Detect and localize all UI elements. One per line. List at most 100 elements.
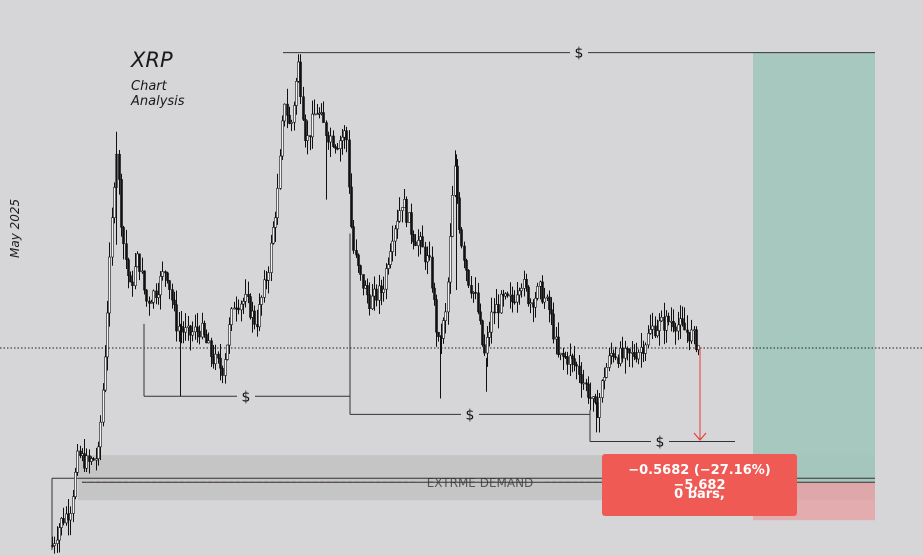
candle-body-48 <box>161 271 164 277</box>
target-zone <box>753 52 875 483</box>
candle-body-253 <box>633 352 636 357</box>
candle-body-178 <box>460 229 463 247</box>
candle-body-98 <box>276 188 279 218</box>
measure-change-label: −0.5682 (−27.16%) −5,682 <box>628 463 771 493</box>
candle-body-57 <box>182 328 185 333</box>
candle-body-270 <box>672 321 675 328</box>
candle-body-167 <box>435 299 438 333</box>
candle-body-2 <box>56 539 59 544</box>
candle-body-158 <box>414 241 417 246</box>
candle-body-182 <box>470 285 473 294</box>
candle-body-10 <box>74 471 77 497</box>
candle-body-118 <box>322 112 325 123</box>
candle-body-87 <box>251 310 254 318</box>
candle-body-25 <box>108 256 111 314</box>
candle-body-261 <box>651 325 654 330</box>
candle-body-103 <box>288 114 291 124</box>
candle-body-22 <box>102 389 105 423</box>
candle-body-19 <box>95 458 98 461</box>
candle-body-230 <box>580 374 583 384</box>
candle-body-49 <box>164 271 167 274</box>
candle-body-71 <box>214 353 217 365</box>
candle-body-138 <box>368 294 371 309</box>
candle-body-113 <box>311 113 314 138</box>
candle-body-210 <box>534 297 537 308</box>
candle-body-67 <box>205 334 208 344</box>
candle-body-265 <box>660 316 663 322</box>
measure-bars-label: 0 bars, <box>674 487 725 502</box>
candle-body-42 <box>148 300 151 304</box>
measure-arrow-head <box>693 432 707 441</box>
candle-body-218 <box>552 313 555 340</box>
candle-body-260 <box>649 329 652 334</box>
candle-body-152 <box>401 207 404 211</box>
candle-body-102 <box>286 103 289 116</box>
candle-body-114 <box>313 113 316 116</box>
candle-body-202 <box>516 294 519 303</box>
candle-body-47 <box>159 276 162 296</box>
candle-body-74 <box>221 367 224 376</box>
candle-body-24 <box>106 312 109 358</box>
candle-body-275 <box>683 322 686 331</box>
candle-body-108 <box>299 61 302 97</box>
candle-body-173 <box>449 236 452 283</box>
candle-body-35 <box>131 281 134 286</box>
candle-body-281 <box>697 345 700 351</box>
candle-body-39 <box>141 270 144 273</box>
candle-body-198 <box>506 293 509 297</box>
candle-body-276 <box>686 329 689 333</box>
candle-body-142 <box>378 285 381 301</box>
candle-body-99 <box>279 155 282 189</box>
demand-zone-label: EXTRME DEMAND <box>427 476 534 490</box>
liquidity-level-1-marker: $ <box>575 46 584 62</box>
candle-body-32 <box>125 243 128 261</box>
candle-body-172 <box>447 281 450 313</box>
candle-body-0 <box>51 545 54 547</box>
candle-body-191 <box>490 311 493 333</box>
candle-body-45 <box>155 290 158 298</box>
candle-body-122 <box>332 135 335 147</box>
candle-body-41 <box>145 289 148 302</box>
candle-body-156 <box>410 212 413 235</box>
candle-body-135 <box>362 274 365 289</box>
candle-body-216 <box>548 296 551 311</box>
candle-body-59 <box>187 325 190 328</box>
candle-body-249 <box>624 348 627 359</box>
candle-body-126 <box>341 136 344 141</box>
candle-body-77 <box>228 324 231 346</box>
liquidity-level-2-marker: $ <box>242 389 251 405</box>
candle-body-29 <box>118 153 121 180</box>
candle-body-259 <box>647 333 650 346</box>
candle-body-43 <box>150 302 153 304</box>
candle-body-186 <box>479 311 482 322</box>
candle-body-248 <box>621 347 624 359</box>
candle-body-125 <box>339 140 342 149</box>
candle-body-65 <box>201 322 204 338</box>
candle-body-231 <box>582 382 585 385</box>
candle-body-134 <box>359 265 362 275</box>
candle-body-217 <box>550 309 553 315</box>
price-range-measure-box[interactable]: −0.5682 (−27.16%) −5,682 0 bars, <box>602 454 797 516</box>
candle-body-267 <box>665 315 668 331</box>
candle-body-6 <box>65 513 68 524</box>
candle-body-50 <box>166 272 169 281</box>
candle-body-151 <box>398 210 401 222</box>
candle-body-227 <box>573 358 576 365</box>
candle-body-203 <box>518 290 521 296</box>
candle-body-234 <box>589 397 592 399</box>
candle-body-174 <box>451 195 454 237</box>
candle-body-105 <box>293 105 296 123</box>
candle-body-255 <box>637 352 640 360</box>
candle-body-104 <box>290 121 293 124</box>
candle-body-33 <box>127 259 130 277</box>
candle-body-258 <box>644 344 647 354</box>
candle-body-23 <box>104 356 107 391</box>
candle-body-31 <box>122 227 125 245</box>
candle-body-188 <box>483 344 486 354</box>
candle-body-278 <box>690 329 693 342</box>
candle-body-228 <box>575 364 578 367</box>
candle-body-92 <box>263 279 266 298</box>
candle-body-106 <box>295 81 298 106</box>
chart-title: XRP <box>131 48 173 72</box>
